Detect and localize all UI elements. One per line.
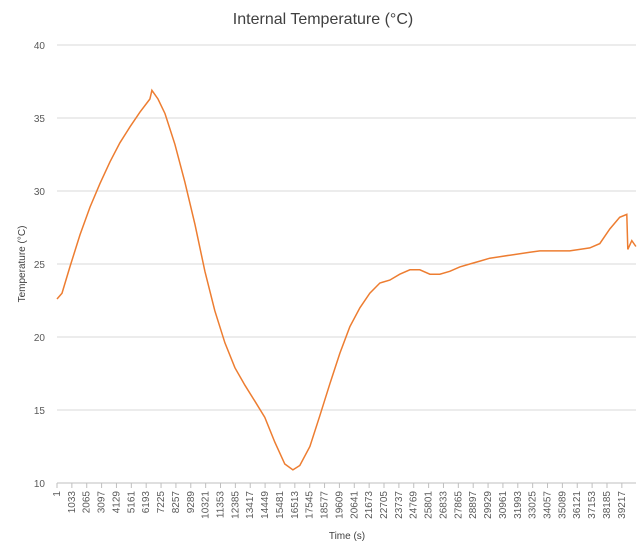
x-tick-label: 7225 <box>156 491 167 514</box>
x-tick-label: 21673 <box>364 491 375 519</box>
x-tick-label: 33025 <box>528 491 539 519</box>
x-tick-label: 20641 <box>349 491 360 519</box>
x-tick-label: 5161 <box>126 491 137 514</box>
x-tick-label: 3097 <box>97 491 108 514</box>
x-tick-label: 19609 <box>334 491 345 519</box>
x-tick-label: 18577 <box>320 491 331 519</box>
y-tick-label: 30 <box>34 187 46 198</box>
data-line <box>56 88 637 471</box>
x-tick-label: 15481 <box>275 491 286 519</box>
x-axis-label: Time (s) <box>329 531 365 542</box>
x-tick-label: 14449 <box>260 491 271 519</box>
x-tick-label: 39217 <box>617 491 628 519</box>
x-tick-label: 1 <box>52 491 63 497</box>
x-tick-label: 9289 <box>186 491 197 514</box>
x-tick-label: 31993 <box>513 491 524 519</box>
x-tick-label: 37153 <box>587 491 598 519</box>
y-axis-label: Temperature (°C) <box>17 226 28 303</box>
y-tick-label: 15 <box>34 406 46 417</box>
x-tick-label: 29929 <box>483 491 494 519</box>
x-tick-label: 8257 <box>171 491 182 514</box>
x-tick-label: 35089 <box>557 491 568 519</box>
x-tick-label: 22705 <box>379 491 390 519</box>
x-tick-label: 2065 <box>82 491 93 514</box>
x-tick-label: 38185 <box>602 491 613 519</box>
x-tick-label: 23737 <box>394 491 405 519</box>
x-tick-label: 26833 <box>438 491 449 519</box>
x-tick-label: 30961 <box>498 491 509 519</box>
x-tick-label: 16513 <box>290 491 301 519</box>
x-tick-label: 1033 <box>67 491 78 514</box>
x-tick-label: 25801 <box>424 491 435 519</box>
x-tick-label: 4129 <box>111 491 122 514</box>
x-tick-label: 13417 <box>245 491 256 519</box>
x-tick-label: 27865 <box>453 491 464 519</box>
x-tick-label: 12385 <box>230 491 241 519</box>
x-tick-label: 34057 <box>543 491 554 519</box>
y-tick-label: 35 <box>34 114 46 125</box>
x-tick-label: 6193 <box>141 491 152 514</box>
x-tick-label: 11353 <box>216 491 227 519</box>
y-tick-label: 10 <box>34 479 46 490</box>
x-tick-label: 28897 <box>468 491 479 519</box>
y-tick-label: 25 <box>34 260 46 271</box>
y-tick-label: 40 <box>34 41 46 52</box>
chart-title: Internal Temperature (°C) <box>233 11 413 28</box>
x-tick-label: 36121 <box>572 491 583 519</box>
x-tick-label: 17545 <box>305 491 316 519</box>
x-tick-label: 10321 <box>201 491 212 519</box>
x-tick-label: 24769 <box>409 491 420 519</box>
y-tick-label: 20 <box>34 333 46 344</box>
